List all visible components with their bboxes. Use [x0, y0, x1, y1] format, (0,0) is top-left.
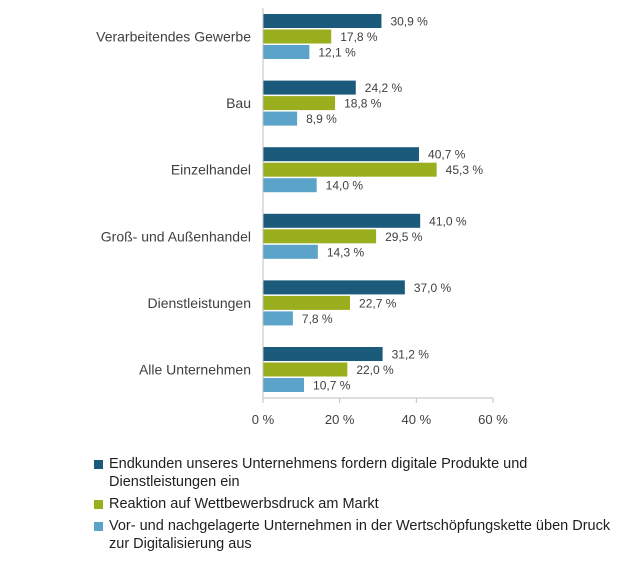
bar-series-2: [263, 295, 351, 310]
data-label: 40,7 %: [428, 148, 466, 162]
data-label: 24,2 %: [365, 81, 403, 95]
bar-series-1: [263, 80, 356, 95]
bar-series-1: [263, 213, 421, 228]
chart-legend: Endkunden unseres Unternehmens fordern d…: [94, 455, 614, 557]
legend-swatch-wertschoepfung: [94, 522, 103, 531]
data-label: 41,0 %: [429, 214, 467, 228]
category-label: Bau: [226, 95, 251, 111]
data-label: 17,8 %: [340, 30, 378, 44]
bar-series-2: [263, 29, 332, 44]
bar-series-3: [263, 111, 298, 126]
bar-series-2: [263, 96, 336, 111]
bar-series-1: [263, 347, 383, 361]
data-label: 14,0 %: [326, 179, 364, 193]
legend-label-wertschoepfung: Vor- und nachgelagerte Unternehmen in de…: [109, 518, 611, 552]
data-label: 45,3 %: [446, 163, 484, 177]
legend-label-endkunden: Endkunden unseres Unternehmens fordern d…: [109, 456, 528, 490]
data-label: 14,3 %: [327, 245, 365, 259]
data-label: 12,1 %: [318, 46, 356, 60]
x-tick-label: 20 %: [325, 412, 355, 427]
legend-swatch-endkunden: [94, 460, 103, 469]
legend-item-endkunden: Endkunden unseres Unternehmens fordern d…: [94, 455, 614, 491]
data-label: 18,8 %: [344, 97, 382, 111]
legend-item-wertschoepfung: Vor- und nachgelagerte Unternehmen in de…: [94, 517, 614, 553]
data-label: 10,7 %: [313, 379, 351, 393]
bar-series-3: [263, 311, 293, 326]
x-tick-label: 60 %: [478, 412, 508, 427]
data-label: 31,2 %: [392, 348, 430, 362]
category-label: Einzelhandel: [171, 162, 251, 178]
data-label: 8,9 %: [306, 112, 337, 126]
data-label: 22,7 %: [359, 296, 397, 310]
category-label: Dienstleistungen: [147, 295, 251, 311]
category-label: Alle Unternehmen: [139, 362, 251, 378]
data-label: 22,0 %: [356, 363, 394, 377]
bar-series-1: [263, 280, 405, 295]
category-label: Verarbeitendes Gewerbe: [96, 29, 251, 45]
legend-item-wettbewerb: Reaktion auf Wettbewerbsdruck am Markt: [94, 495, 614, 513]
data-label: 37,0 %: [414, 281, 452, 295]
bar-series-3: [263, 178, 317, 193]
bar-series-1: [263, 14, 382, 28]
bar-chart: Verarbeitendes Gewerbe Bau Einzelhandel Gro…: [96, 8, 508, 427]
bar-series-1: [263, 147, 420, 162]
data-label: 30,9 %: [390, 15, 428, 29]
data-label: 29,5 %: [385, 230, 423, 244]
x-tick-label: 0 %: [252, 412, 275, 427]
x-tick-label: 40 %: [402, 412, 432, 427]
bar-series-3: [263, 378, 305, 392]
bar-series-3: [263, 45, 310, 59]
bar-series-2: [263, 162, 437, 177]
legend-swatch-wettbewerb: [94, 500, 103, 509]
bar-series-2: [263, 362, 348, 377]
bar-series-3: [263, 244, 318, 259]
category-label: Groß- und Außenhandel: [101, 228, 251, 244]
legend-label-wettbewerb: Reaktion auf Wettbewerbsdruck am Markt: [109, 496, 379, 512]
data-label: 7,8 %: [302, 312, 333, 326]
bar-series-2: [263, 229, 377, 244]
